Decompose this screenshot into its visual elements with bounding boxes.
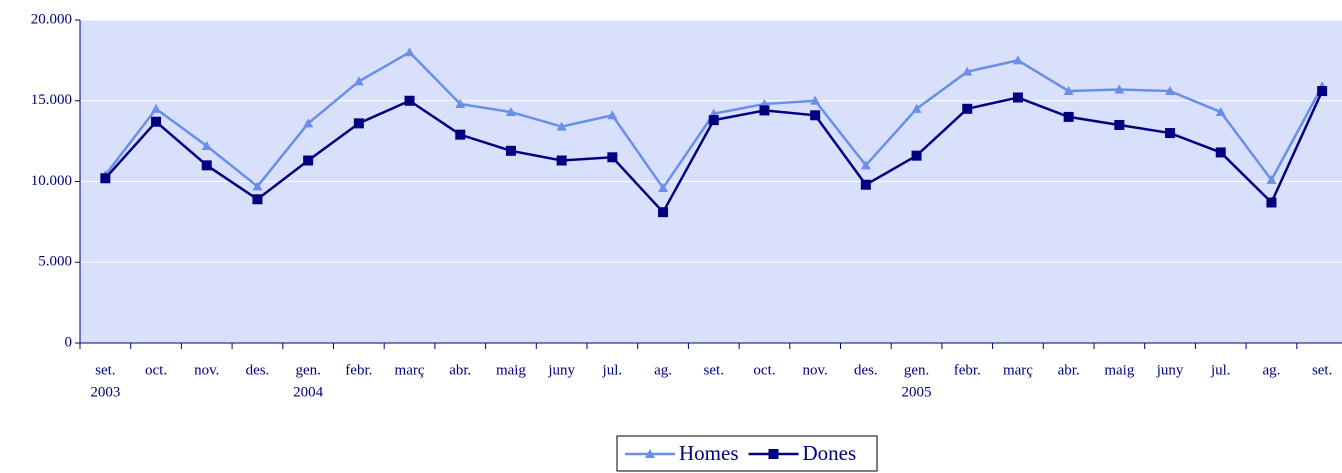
point [455,129,466,140]
point [252,194,263,205]
point [860,179,871,190]
point [962,66,973,76]
point [645,449,655,458]
point [100,173,111,184]
point [404,47,415,57]
x-tick-label: maig [1104,362,1134,378]
y-tick-label: 10.000 [31,173,72,189]
x-tick-label: jul. [1210,362,1231,378]
x-tick-label: juny [547,362,575,378]
y-tick-label: 20.000 [31,11,72,27]
point [201,140,212,150]
point [1215,147,1226,158]
point [201,160,212,171]
point [658,182,669,192]
point [353,118,364,129]
x-tick-label: des. [246,362,270,378]
point [810,95,821,105]
x-tick-label: ag. [654,362,672,378]
x-tick-label: abr. [449,362,471,378]
x-tick-label: nov. [194,362,219,378]
point [1165,128,1176,139]
point [556,155,567,166]
point [455,98,466,108]
x-tick-label: febr. [954,362,981,378]
point [1165,86,1176,96]
x-tick-label: gen. [904,362,929,378]
point [505,107,516,117]
legend-box [616,435,878,472]
legend-label: Homes [679,441,739,465]
point [911,103,922,113]
x-tick-label: jul. [602,362,623,378]
x-tick-label: nov. [803,362,828,378]
point [768,449,779,459]
point [860,160,871,170]
point [303,155,314,166]
point [1012,92,1023,103]
point [1266,174,1277,184]
point [151,103,162,113]
x-tick-label: oct. [753,362,775,378]
y-tick-label: 0 [65,334,73,350]
x-tick-label: febr. [345,362,372,378]
x-tick-label: ag. [1262,362,1280,378]
point [1266,197,1277,208]
point [303,118,314,128]
point [556,121,567,131]
x-tick-label: oct. [145,362,167,378]
point [658,207,669,218]
x-tick-label: maig [496,362,526,378]
point [1317,86,1328,97]
point [1114,84,1125,94]
x-tick-label: juny [1156,362,1184,378]
x-tick-label: gen. [295,362,320,378]
point [505,145,516,156]
point [810,110,821,121]
point [1063,86,1074,96]
x-tick-label: des. [854,362,878,378]
point [708,115,719,126]
point [759,105,770,116]
y-tick-label: 15.000 [31,92,72,108]
point [962,103,973,114]
x-tick-label: set. [704,362,724,378]
x-tick-label: set. [1312,362,1332,378]
point [1012,55,1023,65]
point [1114,119,1125,130]
point [1063,111,1074,122]
point [1215,107,1226,117]
point [151,116,162,127]
point [607,110,618,120]
x-sublabel: 2004 [293,384,324,400]
x-tick-label: març [395,362,425,378]
legend-label: Dones [803,441,857,465]
x-sublabel: 2003 [90,384,120,400]
x-tick-label: març [1003,362,1033,378]
point [911,150,922,161]
x-sublabel: 2005 [902,384,932,400]
point [404,95,415,106]
point [353,76,364,86]
x-tick-label: abr. [1058,362,1080,378]
point [607,152,618,163]
point [252,181,263,191]
y-tick-label: 5.000 [38,254,72,270]
x-tick-label: set. [95,362,115,378]
